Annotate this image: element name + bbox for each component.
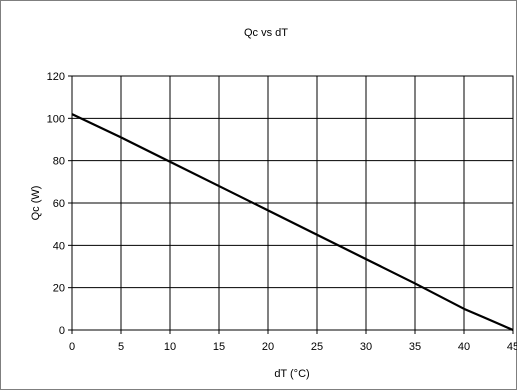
x-tick-label: 20: [262, 341, 274, 353]
y-tick-label: 100: [47, 113, 65, 125]
tick-labels: 0 5 10 15 20 25 30 35 40 45 0 20 40 60 80 100 120: [47, 71, 517, 353]
chart-title: Qc vs dT: [244, 27, 288, 39]
series-layer: [71, 113, 514, 332]
series-line: [71, 113, 514, 332]
x-tick-label: 0: [69, 341, 75, 353]
y-tick-label: 80: [53, 156, 65, 168]
x-axis-label: dT (°C): [274, 368, 309, 380]
y-tick-label: 0: [59, 325, 65, 337]
y-tick-label: 40: [53, 240, 65, 252]
grid-layer: [68, 75, 514, 334]
y-tick-label: 120: [47, 71, 65, 83]
x-tick-label: 40: [458, 341, 470, 353]
x-tick-label: 25: [311, 341, 323, 353]
x-tick-label: 45: [507, 341, 517, 353]
x-tick-label: 15: [213, 341, 225, 353]
y-tick-label: 60: [53, 198, 65, 210]
y-axis-label: Qc (W): [30, 186, 42, 221]
x-tick-label: 35: [409, 341, 421, 353]
y-tick-label: 20: [53, 283, 65, 295]
x-tick-label: 30: [360, 341, 372, 353]
x-tick-label: 5: [118, 341, 124, 353]
x-tick-label: 10: [164, 341, 176, 353]
plot-area-border: [71, 75, 514, 331]
